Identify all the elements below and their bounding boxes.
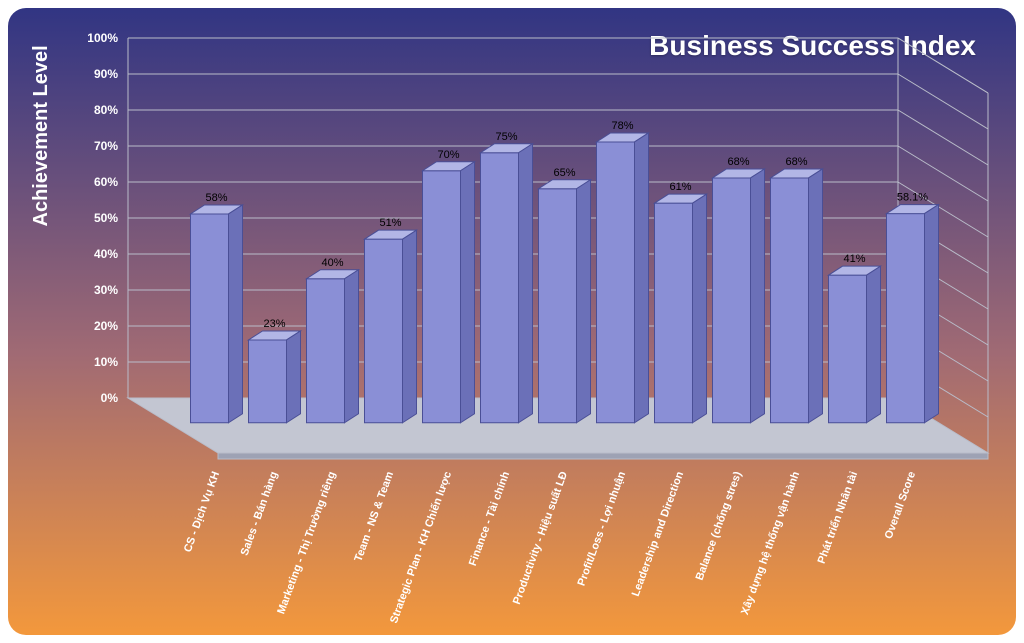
y-tick-label: 90%: [94, 67, 118, 81]
bar-value-label: 41%: [843, 253, 865, 265]
bar-value-label: 70%: [437, 149, 459, 161]
bar: [887, 214, 925, 423]
bar: [713, 178, 751, 423]
bar: [191, 214, 229, 423]
bar-value-label: 68%: [785, 156, 807, 168]
bar-value-label: 58.1%: [897, 192, 928, 204]
chart-3d-bars: 0% 10% 20% 30% 40% 50% 60% 70% 80% 90% 100% 58% 23% 4…: [8, 8, 1016, 635]
bars: 58% 23% 40% 51% 70% 75% 65% 78% 61% 68% 68% 41% 58.1…: [191, 120, 939, 423]
x-category-label: CS - Dịch Vụ KH: [182, 470, 222, 554]
y-tick-label: 20%: [94, 319, 118, 333]
x-category-label: Phát triển Nhân tài: [816, 470, 861, 565]
bar-value-label: 78%: [611, 120, 633, 132]
y-tick-label: 0%: [101, 391, 119, 405]
bar-value-label: 61%: [669, 181, 691, 193]
x-category-label: Sales - Bán hàng: [239, 470, 281, 557]
x-category-label: Profit/Loss - Lợi nhuận: [576, 470, 629, 588]
x-category-label: Finance - Tài chính: [467, 470, 512, 568]
x-category-label: Xây dựng hệ thống vận hành: [739, 470, 802, 617]
bar-value-label: 58%: [205, 192, 227, 204]
x-category-label: Leadership and Direction: [630, 470, 687, 598]
bar: [655, 203, 693, 423]
x-category-label: Team - NS & Team: [352, 470, 396, 564]
bar: [829, 275, 867, 423]
x-category-label: Overall Score: [883, 470, 919, 541]
bar: [307, 279, 345, 423]
x-category-label: Balance (chống stres): [694, 470, 745, 582]
chart-panel: Business Success Index Achievement Level…: [8, 8, 1016, 635]
y-tick-label: 40%: [94, 247, 118, 261]
bar: [481, 153, 519, 423]
bar: [249, 340, 287, 423]
bar-value-label: 40%: [321, 257, 343, 269]
bar-value-label: 23%: [263, 318, 285, 330]
x-category-label: Strategic Plan - KH Chiến lược: [388, 470, 454, 625]
y-tick-label: 50%: [94, 211, 118, 225]
y-tick-label: 30%: [94, 283, 118, 297]
bar-value-label: 68%: [727, 156, 749, 168]
bar: [597, 142, 635, 423]
bar: [365, 239, 403, 423]
y-tick-label: 60%: [94, 175, 118, 189]
bar-value-label: 51%: [379, 217, 401, 229]
bar-value-label: 65%: [553, 167, 575, 179]
y-tick-label: 80%: [94, 103, 118, 117]
bar: [771, 178, 809, 423]
y-tick-label: 10%: [94, 355, 118, 369]
bar: [423, 171, 461, 423]
x-category-label: Productivity - Hiệu suất LĐ: [511, 470, 570, 606]
x-category-label: Marketing - Thị Trường riêng: [275, 470, 338, 616]
y-tick-label: 100%: [87, 31, 118, 45]
bar: [539, 189, 577, 423]
y-tick-label: 70%: [94, 139, 118, 153]
bar-value-label: 75%: [495, 131, 517, 143]
